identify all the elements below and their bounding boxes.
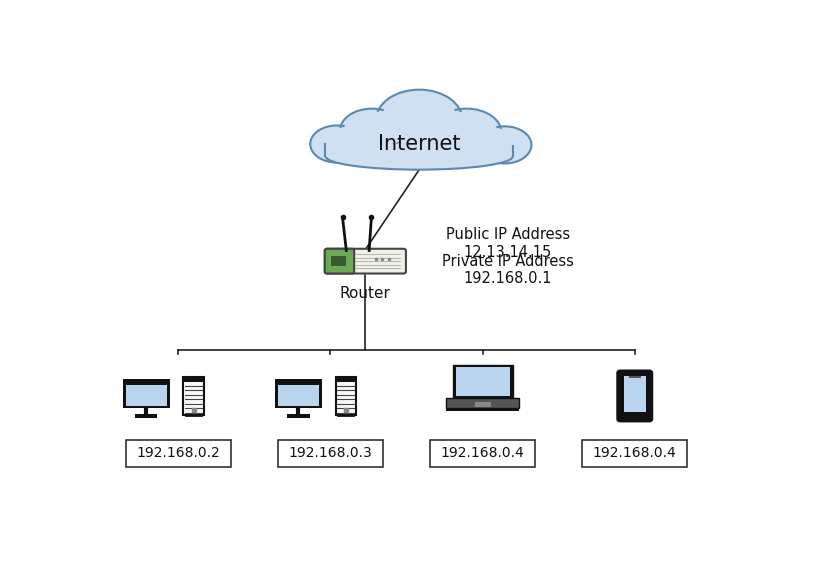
Bar <box>278 385 319 406</box>
FancyBboxPatch shape <box>582 440 687 467</box>
FancyBboxPatch shape <box>278 440 383 467</box>
Ellipse shape <box>315 136 524 169</box>
FancyBboxPatch shape <box>325 249 406 274</box>
Text: Router: Router <box>340 286 391 301</box>
Bar <box>446 398 519 408</box>
Circle shape <box>313 127 360 160</box>
Bar <box>474 402 491 406</box>
Circle shape <box>436 111 497 154</box>
FancyBboxPatch shape <box>325 249 354 274</box>
Text: Internet: Internet <box>378 134 461 154</box>
FancyBboxPatch shape <box>123 379 170 408</box>
Circle shape <box>481 129 528 161</box>
Text: Private IP Address
192.168.0.1: Private IP Address 192.168.0.1 <box>442 254 574 286</box>
Text: Public IP Address
12.13.14.15: Public IP Address 12.13.14.15 <box>446 227 570 259</box>
Text: 192.168.0.4: 192.168.0.4 <box>441 447 524 460</box>
FancyBboxPatch shape <box>126 440 231 467</box>
Bar <box>126 385 167 406</box>
Circle shape <box>340 108 403 153</box>
Bar <box>335 377 356 415</box>
Bar <box>446 408 519 410</box>
Circle shape <box>479 126 532 164</box>
Bar <box>623 377 646 412</box>
Bar <box>331 256 345 266</box>
Circle shape <box>310 126 363 162</box>
Bar <box>287 414 309 418</box>
FancyBboxPatch shape <box>275 379 322 408</box>
Circle shape <box>381 93 457 146</box>
Circle shape <box>344 111 399 150</box>
Circle shape <box>432 108 501 157</box>
Text: 192.168.0.2: 192.168.0.2 <box>137 447 220 460</box>
FancyBboxPatch shape <box>430 440 535 467</box>
Bar <box>456 367 510 396</box>
Bar <box>183 377 204 415</box>
Bar <box>135 414 157 418</box>
Bar <box>452 365 513 398</box>
Bar <box>183 377 204 382</box>
Text: 192.168.0.3: 192.168.0.3 <box>289 447 372 460</box>
Circle shape <box>376 90 462 150</box>
Ellipse shape <box>326 143 513 170</box>
FancyBboxPatch shape <box>618 371 652 421</box>
Text: 192.168.0.4: 192.168.0.4 <box>593 447 676 460</box>
Bar <box>335 377 356 382</box>
